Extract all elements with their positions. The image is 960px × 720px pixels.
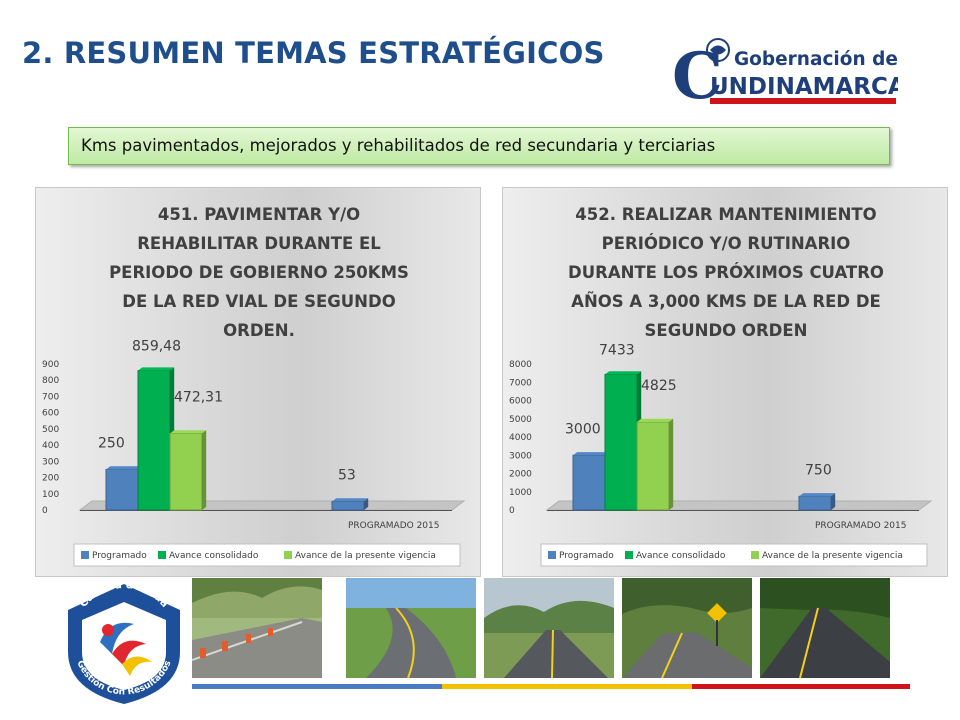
logo-line-1: Gobernación de: [734, 49, 898, 70]
bar-programado: [572, 452, 610, 511]
chart-title-line: PERIÓDICO Y/O RUTINARIO: [602, 234, 851, 253]
bar-programado: [798, 493, 836, 511]
y-tick-label: 400: [42, 441, 59, 451]
footer-stripe-yellow: [442, 684, 692, 689]
bar-avance-de-la-presente-vigencia: [636, 418, 674, 511]
legend-swatch: [548, 551, 556, 559]
road-photo-mountain: [484, 578, 614, 678]
data-label: 3000: [565, 421, 601, 437]
logo-line-2: UNDINAMARCA: [710, 74, 898, 100]
y-tick-label: 3000: [509, 451, 532, 461]
bar-avance-de-la-presente-vigencia: [169, 430, 207, 511]
bar-avance-consolidado: [137, 367, 175, 511]
y-tick-label: 200: [42, 474, 59, 484]
footer-stripe-blue: [192, 684, 442, 689]
legend-label: Avance consolidado: [636, 551, 726, 561]
legend-swatch: [625, 551, 633, 559]
road-photo-forest: [760, 578, 890, 678]
chart-title-line: 451. PAVIMENTAR Y/O: [158, 205, 360, 224]
y-tick-label: 6000: [509, 397, 532, 407]
y-tick-label: 500: [42, 425, 59, 435]
chart-title-line: 452. REALIZAR MANTENIMIENTO: [575, 205, 876, 224]
chart-legend: [540, 543, 928, 567]
chart-title-line: REHABILITAR DURANTE EL: [137, 234, 381, 253]
chart-title-line: ORDEN.: [223, 321, 295, 340]
y-tick-label: 100: [42, 490, 59, 500]
chart-452-svg: 452. REALIZAR MANTENIMIENTO PERIÓDICO Y/O…: [509, 205, 933, 567]
gobernacion-cundinamarca-logo: C Gobernación de UNDINAMARCA: [672, 38, 898, 108]
y-tick-label: 900: [42, 360, 59, 370]
chart-panel-452: 452. REALIZAR MANTENIMIENTO PERIÓDICO Y/O…: [502, 187, 948, 577]
legend-label: Avance de la presente vigencia: [295, 551, 436, 561]
data-label: 7433: [599, 342, 635, 358]
y-tick-label: 5000: [509, 415, 532, 425]
y-tick-label: 2000: [509, 470, 532, 480]
road-photo-sign: [622, 578, 752, 678]
y-tick-label: 4000: [509, 433, 532, 443]
y-tick-label: 1000: [509, 488, 532, 498]
y-tick-label: 300: [42, 457, 59, 467]
chart-title-line: PERIODO DE GOBIERNO 250KMS: [109, 263, 409, 282]
data-label: 4825: [641, 378, 677, 394]
footer-stripe-red: [692, 684, 910, 689]
data-label: 250: [98, 435, 125, 451]
y-tick-label: 800: [42, 376, 59, 386]
data-label: 750: [805, 462, 832, 478]
data-label: 53: [338, 467, 356, 483]
legend-label: Avance consolidado: [169, 551, 259, 561]
y-tick-label: 600: [42, 409, 59, 419]
legend-label: Programado: [559, 551, 614, 561]
chart-panel-451: 451. PAVIMENTAR Y/O REHABILITAR DURANTE E…: [35, 187, 481, 577]
data-label: 859,48: [132, 339, 181, 355]
legend-swatch: [158, 551, 166, 559]
chart-title-line: SEGUNDO ORDEN: [645, 321, 808, 340]
y-tick-label: 7000: [509, 378, 532, 388]
subtitle-banner: Kms pavimentados, mejorados y rehabilita…: [68, 127, 890, 165]
bar-programado: [331, 498, 369, 511]
legend-swatch: [81, 551, 89, 559]
chart-title-line: DURANTE LOS PRÓXIMOS CUATRO: [568, 263, 884, 282]
legend-swatch: [284, 551, 292, 559]
road-photo-construction: [192, 578, 322, 678]
category-label: PROGRAMADO 2015: [815, 521, 907, 531]
y-tick-label: 700: [42, 392, 59, 402]
road-photo-curve: [346, 578, 476, 678]
chart-legend: [73, 543, 461, 567]
y-tick-label: 0: [42, 506, 48, 516]
chart-451-svg: 451. PAVIMENTAR Y/O REHABILITAR DURANTE E…: [42, 205, 466, 567]
page-title: 2. RESUMEN TEMAS ESTRATÉGICOS: [22, 36, 605, 70]
data-label: 472,31: [174, 389, 223, 405]
legend-label: Avance de la presente vigencia: [762, 551, 903, 561]
chart-title-line: AÑOS A 3,000 KMS DE LA RED DE: [571, 292, 881, 311]
y-tick-label: 8000: [509, 360, 532, 370]
bar-programado: [105, 466, 143, 511]
chart-title-line: DE LA RED VIAL DE SEGUNDO: [122, 292, 395, 311]
category-label: PROGRAMADO 2015: [348, 521, 440, 531]
legend-label: Programado: [92, 551, 147, 561]
bar-avance-consolidado: [604, 371, 642, 511]
y-tick-label: 0: [509, 506, 515, 516]
legend-swatch: [751, 551, 759, 559]
calidad-de-vida-logo: Calidad de Vida Gestión Con Resultados: [68, 580, 180, 704]
